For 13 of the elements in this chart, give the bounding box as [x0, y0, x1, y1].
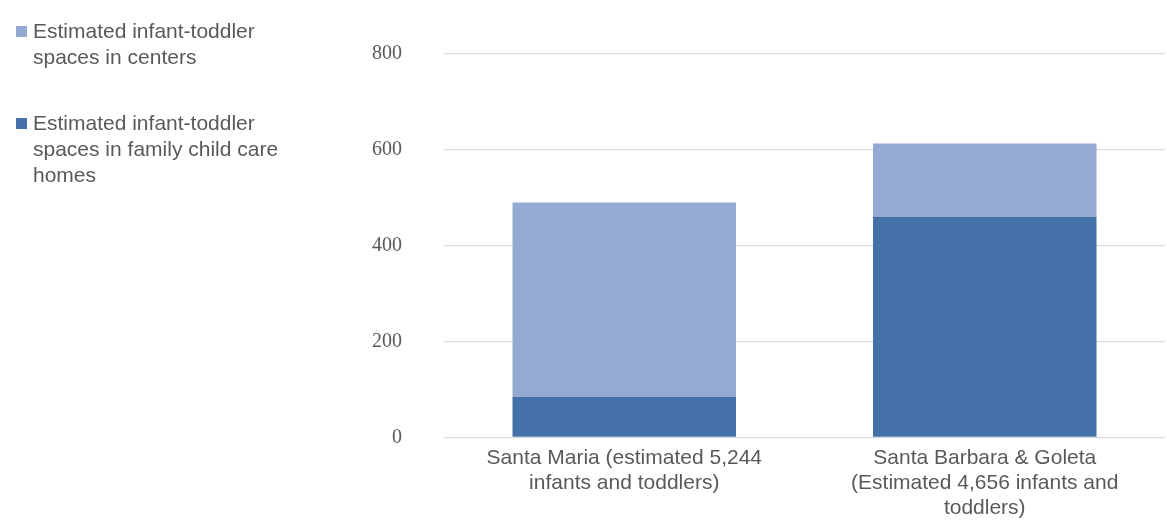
y-tick-label: 400 [372, 232, 402, 255]
legend-label: Estimated infant-toddler spaces in family child care homes [33, 110, 280, 188]
legend-label: Estimated infant-toddler spaces in centers [33, 18, 256, 70]
y-tick-label: 800 [372, 41, 402, 64]
x-tick-label: Santa Barbara & Goleta (Estimated 4,656 infants and toddlers) [851, 444, 1119, 519]
y-tick-label: 200 [372, 328, 402, 351]
bar [512, 202, 737, 397]
y-tick-label: 600 [372, 137, 402, 160]
bar [512, 396, 737, 437]
y-tick-label: 0 [392, 424, 402, 447]
bar [873, 216, 1097, 437]
x-tick-label: Santa Maria (estimated 5,244 infants and toddlers) [486, 444, 763, 493]
bar [873, 143, 1097, 217]
